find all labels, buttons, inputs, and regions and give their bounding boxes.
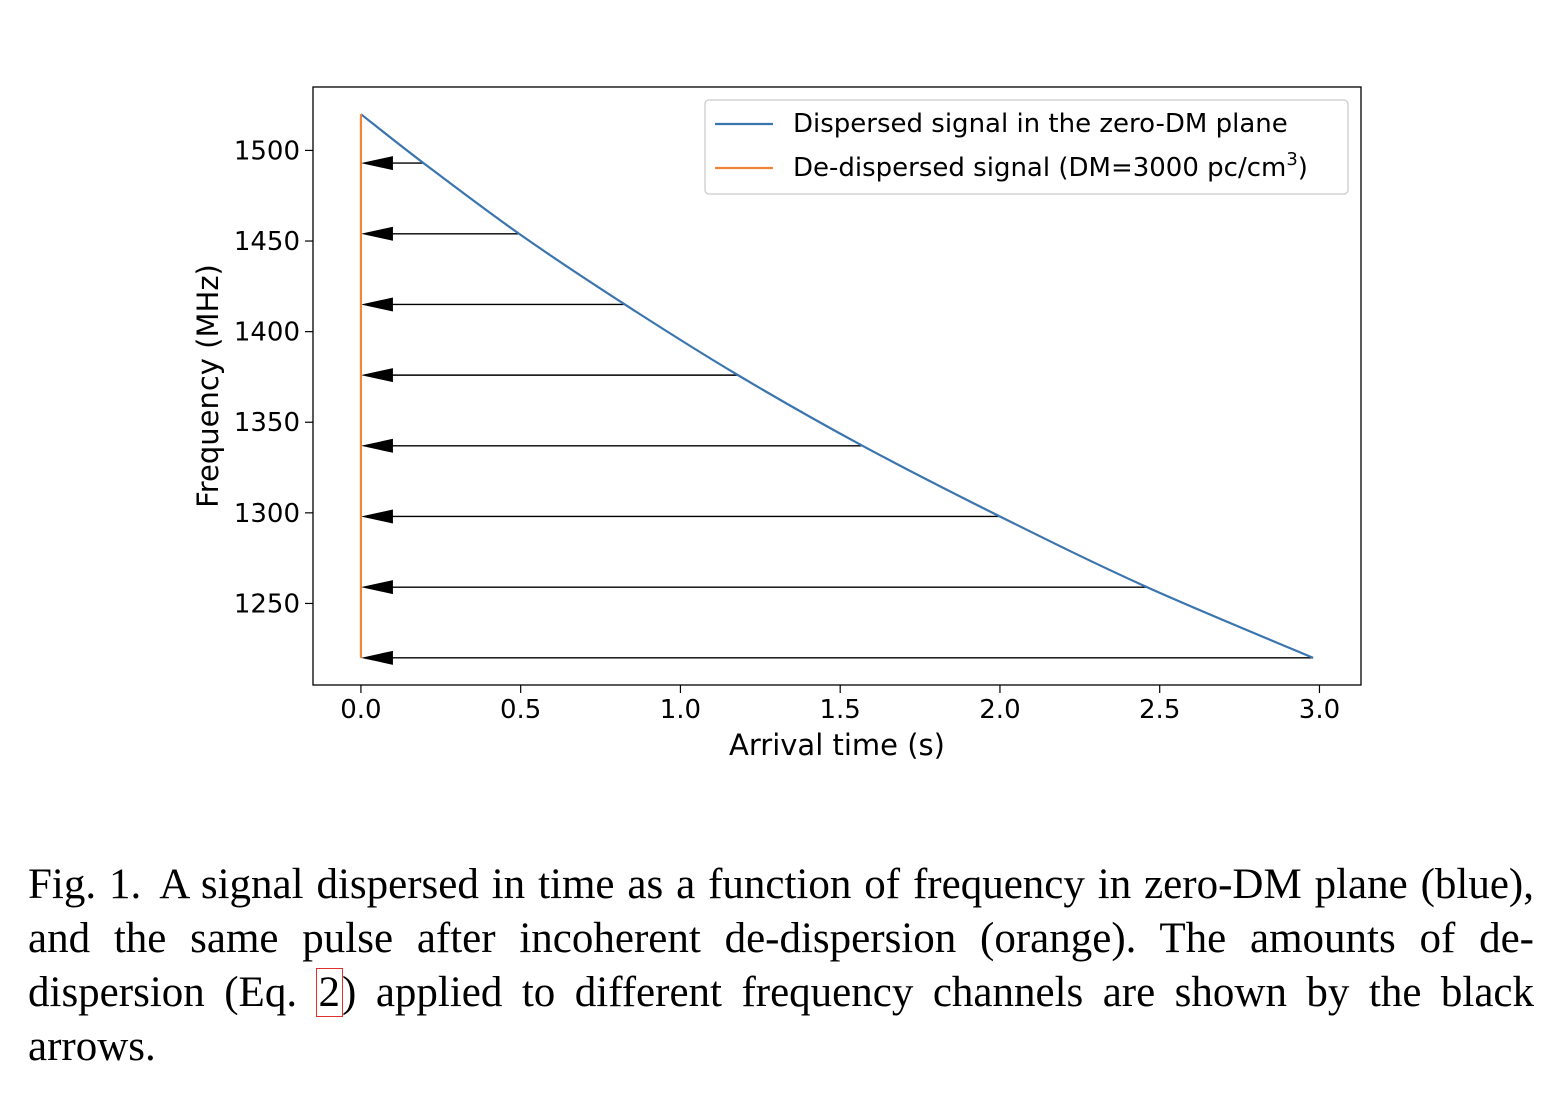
caption-text-before: A signal dispersed in time as a function… [28,861,1534,1016]
figure-caption: Fig. 1. A signal dispersed in time as a f… [28,858,1534,1074]
chart-marks [359,113,1314,665]
dedispersion-arrow-head [360,368,393,383]
y-tick-label: 1400 [234,318,300,348]
y-tick-label: 1250 [234,589,300,619]
y-tick-label: 1450 [234,227,300,257]
legend-label-dedispersed-main: De-dispersed signal (DM=3000 pc/cm [793,153,1286,183]
y-tick-label: 1500 [234,136,300,166]
y-tick-label: 1350 [234,408,300,438]
legend-label-dedispersed: De-dispersed signal (DM=3000 pc/cm3) [793,149,1308,183]
equation-reference-link[interactable]: 2 [315,968,344,1017]
chart-ticks: 0.0 0.5 1.0 1.5 2.0 2.5 3.0 1250 1300 1350 1400 145… [234,136,1340,725]
x-tick-label: 2.5 [1139,695,1180,725]
legend-label-dispersed: Dispersed signal in the zero-DM plane [793,109,1288,139]
figure-number: Fig. 1. [28,861,142,908]
y-axis-label: Frequency (MHz) [191,264,225,508]
series-line-dispersed [360,113,1314,659]
dedispersion-arrow-head [360,297,393,312]
dedispersion-arrow-head [360,650,393,665]
caption-text-after: ) applied to different frequency channel… [28,969,1534,1070]
x-tick-label: 3.0 [1299,695,1340,725]
dedispersion-arrow-head [360,509,393,524]
legend-label-dedispersed-superscript: 3 [1286,149,1297,170]
x-axis-label: Arrival time (s) [729,728,945,762]
legend: Dispersed signal in the zero-DM plane De… [704,99,1349,195]
plot-frame [312,86,1362,686]
x-tick-label: 0.0 [340,695,381,725]
x-tick-label: 1.0 [660,695,701,725]
dedispersion-arrow-head [360,156,393,171]
dedispersion-arrow-head [360,438,393,453]
x-tick-label: 0.5 [500,695,541,725]
y-tick-label: 1300 [234,499,300,529]
x-tick-label: 1.5 [820,695,861,725]
dedispersion-arrow-head [360,226,393,241]
legend-box [704,99,1349,195]
x-tick-label: 2.0 [979,695,1020,725]
legend-label-dedispersed-suffix: ) [1298,153,1308,183]
chart-svg: 0.0 0.5 1.0 1.5 2.0 2.5 3.0 1250 1300 1350 1400 145… [191,86,1362,762]
dedispersion-arrow-head [360,580,393,595]
